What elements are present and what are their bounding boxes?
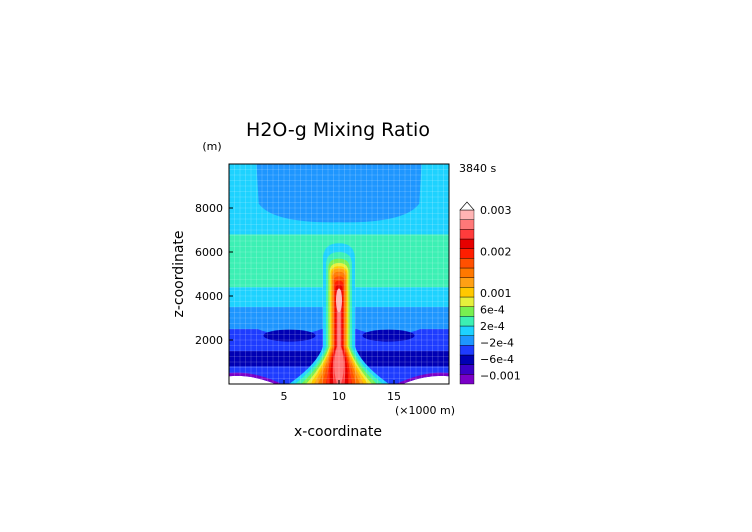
- colorbar-swatch: [459, 229, 475, 240]
- x-axis-label: x-coordinate: [294, 424, 382, 440]
- contour-band: [229, 372, 282, 384]
- colorbar-label: −0.001: [480, 370, 521, 383]
- grid-lines: [229, 164, 449, 384]
- colorbar-swatch: [459, 325, 475, 336]
- contour-band: [350, 310, 427, 335]
- colorbar-label: 0.001: [480, 287, 512, 300]
- colorbar-label: −6e-4: [480, 353, 514, 366]
- chart-title: H2O-g Mixing Ratio: [246, 119, 430, 141]
- contour-band: [362, 329, 415, 342]
- x-tick-label: 15: [387, 390, 401, 403]
- contour-band: [229, 375, 276, 384]
- contour-band: [251, 310, 328, 335]
- colorbar-swatch: [459, 287, 475, 298]
- colorbar-swatch: [459, 267, 475, 278]
- y-tick-label: 2000: [195, 334, 223, 347]
- colorbar-label: −2e-4: [480, 337, 514, 350]
- colorbar-swatch: [459, 258, 475, 269]
- colorbar-swatch: [459, 364, 475, 375]
- colorbar-label: 2e-4: [480, 320, 505, 333]
- colorbar-label: 0.002: [480, 245, 512, 258]
- x-unit-label: (×1000 m): [395, 404, 455, 417]
- x-tick-label: 5: [281, 390, 288, 403]
- colorbar-label: 0.003: [480, 204, 512, 217]
- colorbar-swatch: [459, 316, 475, 327]
- contour-band: [402, 375, 449, 384]
- y-tick-label: 8000: [195, 202, 223, 215]
- colorbar-extend-arrow: [459, 201, 475, 211]
- contour-band: [256, 164, 422, 223]
- x-axis: 5 10 15: [281, 380, 401, 403]
- y-unit-label: (m): [202, 140, 221, 153]
- x-tick-label: 10: [332, 390, 346, 403]
- colorbar-swatch: [459, 209, 475, 220]
- contour-band: [396, 372, 449, 384]
- y-tick-label: 4000: [195, 290, 223, 303]
- contour-band: [336, 288, 342, 313]
- colorbar-label: 6e-4: [480, 303, 505, 316]
- colorbar-swatch: [459, 345, 475, 356]
- contour-band: [334, 293, 344, 384]
- time-label: 3840 s: [459, 162, 496, 175]
- colorbar-swatch: [459, 374, 475, 385]
- colorbar-swatch: [459, 335, 475, 346]
- colorbar-swatch: [459, 219, 475, 230]
- colorbar-swatch: [459, 277, 475, 288]
- y-axis-label: z-coordinate: [171, 230, 187, 317]
- colorbar-swatch: [459, 306, 475, 317]
- colorbar-swatch: [459, 296, 475, 307]
- contour-band: [263, 329, 316, 342]
- colorbar-swatch: [459, 238, 475, 249]
- plot-area: [229, 164, 449, 384]
- y-axis: 2000 4000 6000 8000: [195, 202, 233, 347]
- colorbar-swatch: [459, 354, 475, 365]
- y-tick-label: 6000: [195, 246, 223, 259]
- colorbar: 0.003 0.002 0.001 6e-4 2e-4 −2e-4 −6e-4 −0.001: [459, 201, 521, 385]
- colorbar-swatch: [459, 248, 475, 259]
